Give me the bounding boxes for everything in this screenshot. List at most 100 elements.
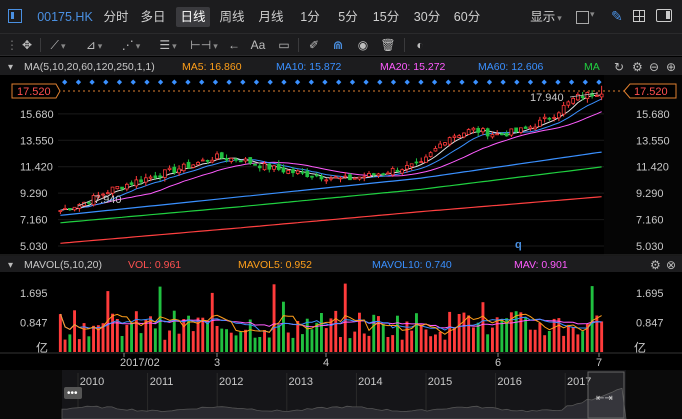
candle: [191, 164, 196, 168]
candle: [585, 92, 590, 100]
volume-bar: [77, 339, 81, 352]
volume-bar: [467, 315, 471, 352]
candle: [452, 135, 457, 138]
trash-icon[interactable]: 🗑: [380, 38, 396, 52]
overview-year-label: 2016: [497, 376, 521, 388]
fibonacci-tool-icon[interactable]: ☰: [154, 37, 182, 53]
candle-series: [58, 85, 604, 215]
event-marker: ◆: [418, 79, 424, 86]
volume-bar: [82, 323, 86, 352]
candle: [542, 116, 547, 119]
chevron-down-icon[interactable]: ▾: [590, 9, 595, 19]
tab-15min[interactable]: 15分: [372, 10, 400, 24]
event-marker: ◆: [254, 79, 260, 86]
candle: [424, 156, 428, 163]
volume-bar: [362, 333, 366, 352]
volume-bar: [334, 310, 338, 352]
candle: [186, 161, 191, 169]
tab-zhouxian[interactable]: 周线: [219, 10, 245, 24]
candle: [462, 132, 466, 138]
volume-bar: [310, 329, 314, 352]
tab-60min[interactable]: 60分: [453, 10, 481, 24]
display-dropdown[interactable]: 显示: [524, 0, 568, 34]
volume-bar: [106, 291, 110, 352]
grid-icon[interactable]: [633, 10, 645, 22]
tab-duori[interactable]: 多日: [140, 10, 166, 24]
magnet-icon[interactable]: ⋒: [332, 38, 344, 52]
volume-bar: [476, 322, 480, 352]
event-marker: ◆: [295, 79, 301, 86]
volume-readout-mavol5: MAVOL5: 0.952: [238, 259, 312, 271]
volume-bar: [524, 317, 528, 352]
candle: [262, 163, 267, 171]
volume-bar: [358, 312, 361, 352]
volume-bar: [63, 339, 67, 352]
y-tick-left: 11.420: [20, 162, 53, 174]
event-marker: ◆: [322, 79, 328, 86]
eraser-icon[interactable]: ✐: [308, 38, 320, 52]
candle: [566, 101, 571, 106]
event-marker: ◆: [199, 79, 205, 86]
candle: [300, 171, 305, 174]
channel-tool-icon[interactable]: ⊿: [80, 37, 108, 53]
range-tool-icon[interactable]: ⊢⊣: [188, 37, 220, 53]
event-marker: ◆: [62, 79, 68, 86]
candle: [538, 119, 542, 127]
toggle-icon[interactable]: ◐: [416, 38, 424, 52]
text-tool-icon[interactable]: Aa: [250, 38, 266, 52]
candle: [200, 159, 205, 162]
tab-rixian[interactable]: 日线: [176, 7, 210, 27]
candle: [433, 147, 438, 152]
volume-bar: [92, 325, 95, 352]
tab-yuexian[interactable]: 月线: [258, 10, 284, 24]
window-icon[interactable]: [656, 9, 672, 22]
candle: [343, 175, 348, 178]
settings-icon: ⚙: [650, 258, 661, 272]
event-marker: ◆: [569, 79, 575, 86]
vol-y-tick-right: 0.847: [636, 318, 664, 330]
kline-chart[interactable]: ▾ MA(5,10,20,60,120,250,1,1) MA5: 16.860 MA…: [0, 56, 682, 419]
volume-bar: [248, 319, 252, 352]
volume-bar: [144, 319, 148, 352]
candle: [533, 126, 538, 130]
candle: [305, 170, 310, 178]
event-marker: ◆: [500, 79, 506, 86]
line-tool-icon[interactable]: ⟋: [44, 37, 72, 53]
volume-indicator-label: MAVOL(5,10,20): [24, 259, 102, 271]
tab-fenshi[interactable]: 分时: [103, 10, 129, 24]
pen-icon[interactable]: ✎: [611, 8, 623, 24]
event-marker: ◆: [487, 79, 493, 86]
candle: [143, 177, 148, 183]
tab-30min[interactable]: 30分: [413, 10, 441, 24]
crosshair-icon[interactable]: ✥: [21, 38, 33, 52]
candle: [129, 182, 134, 185]
y-tick-right: 9.290: [636, 188, 664, 200]
event-marker: ◆: [158, 79, 164, 86]
volume-bar: [600, 321, 604, 352]
candle: [172, 166, 177, 173]
tab-1min[interactable]: 1分: [300, 10, 320, 24]
candle: [476, 127, 481, 133]
plus-icon: ⊕: [666, 60, 676, 74]
eye-icon[interactable]: ◉: [357, 38, 369, 52]
candle: [362, 176, 367, 179]
candle: [101, 193, 105, 196]
candle: [523, 126, 528, 129]
volume-bar: [206, 322, 209, 352]
candle: [376, 173, 381, 177]
volume-bar: [415, 313, 418, 352]
checkbox-icon[interactable]: [576, 11, 589, 24]
arrow-left-icon[interactable]: ←: [228, 38, 240, 52]
wave-tool-icon[interactable]: ⋰: [116, 37, 146, 53]
volume-bar: [595, 315, 599, 352]
volume-bar: [320, 313, 323, 352]
tab-5min[interactable]: 5分: [338, 10, 358, 24]
stock-code[interactable]: 00175.HK: [37, 10, 93, 24]
event-marker: ◆: [281, 79, 287, 86]
candle: [291, 169, 295, 174]
comment-icon[interactable]: ▭: [278, 38, 290, 52]
volume-bar: [111, 313, 114, 352]
volume-bar: [538, 323, 542, 352]
volume-indicator-header: [0, 256, 682, 272]
sidebar-toggle-icon[interactable]: [8, 9, 22, 23]
